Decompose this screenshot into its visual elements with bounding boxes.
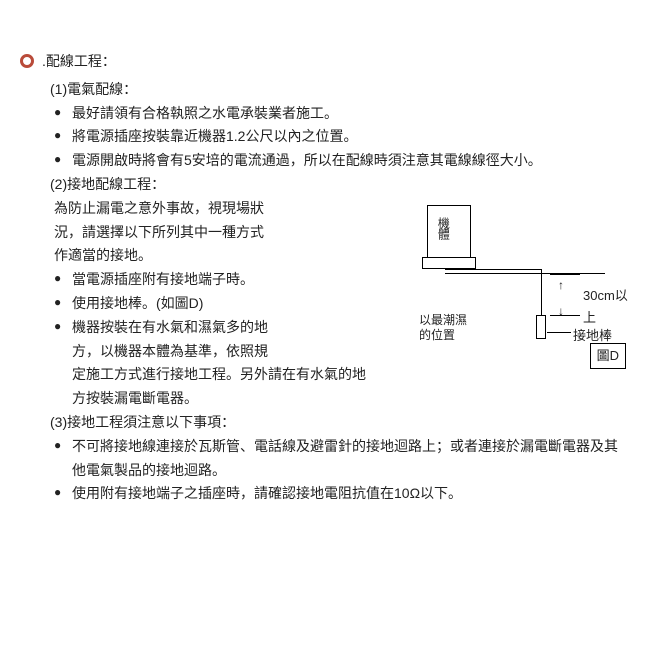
document-page: .配線工程： (1)電氣配線： 最好請領有合格執照之水電承裝業者施工。 將電源插…: [0, 0, 650, 650]
sub2-body: 機體 ↑ ↓ 30cm以上 以最潮濕 的位置 接地棒 圖D 為防止漏電之意外事故…: [20, 197, 630, 411]
sub2-b3a: 機器按裝在有水氣和濕氣多的地: [54, 316, 630, 340]
sub1-b1: 最好請領有合格執照之水電承裝業者施工。: [54, 102, 630, 126]
sub3-title: (3)接地工程須注意以下事項：: [50, 411, 630, 435]
section-heading: .配線工程：: [20, 50, 630, 74]
pedestal-icon: [422, 257, 476, 269]
machine-label: 機體: [433, 217, 453, 239]
sub3-b1: 不可將接地線連接於瓦斯管、電話線及避雷針的接地迴路上；或者連接於漏電斷電器及其他…: [54, 435, 630, 483]
sub1-title: (1)電氣配線：: [50, 78, 630, 102]
sub3-b2: 使用附有接地端子之插座時，請確認接地電阻抗值在10Ω以下。: [54, 482, 630, 506]
sub1-b2: 將電源插座按裝靠近機器1.2公尺以內之位置。: [54, 125, 630, 149]
sub2-b2: 使用接地棒。(如圖D): [54, 292, 630, 316]
sub2-b1: 當電源插座附有接地端子時。: [54, 268, 630, 292]
heading-text: .配線工程：: [42, 53, 116, 69]
ring-bullet-icon: [20, 54, 34, 68]
sub2-title: (2)接地配線工程：: [50, 173, 630, 197]
figure-caption: 圖D: [590, 343, 626, 369]
sub1-b3: 電源開啟時將會有5安培的電流通過，所以在配線時須注意其電線線徑大小。: [54, 149, 630, 173]
